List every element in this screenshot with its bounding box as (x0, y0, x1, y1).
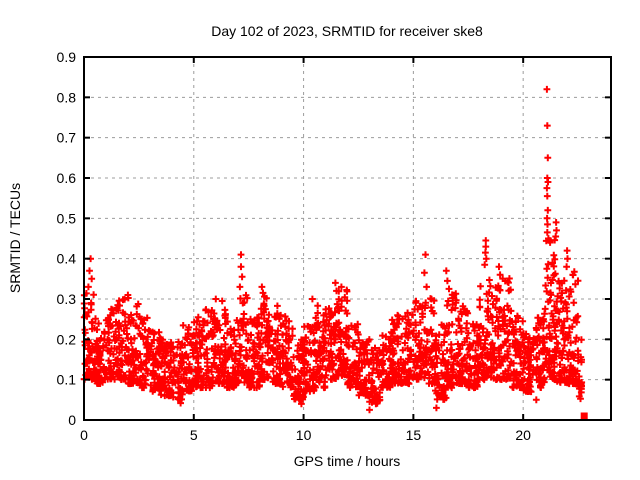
last-sample-marker (580, 412, 588, 420)
y-tick-label: 0.8 (57, 89, 77, 105)
x-axis-label: GPS time / hours (294, 453, 401, 469)
x-tick-label: 15 (406, 427, 422, 443)
y-tick-label: 0.6 (57, 170, 77, 186)
x-tick-label: 0 (80, 427, 88, 443)
y-tick-label: 0.5 (57, 210, 77, 226)
plot-border (83, 56, 612, 421)
y-axis-label: SRMTID / TECUs (7, 183, 23, 293)
scatter-points (80, 85, 586, 414)
y-tick-label: 0.7 (57, 130, 77, 146)
y-tick-label: 0.3 (57, 291, 77, 307)
y-tick-label: 0.2 (57, 331, 77, 347)
axis-ticks (83, 56, 611, 421)
x-tick-label: 5 (190, 427, 198, 443)
x-tick-label: 10 (296, 427, 312, 443)
y-tick-label: 0 (68, 412, 76, 428)
data-points (80, 85, 588, 420)
x-tick-label: 20 (515, 427, 531, 443)
y-tick-label: 0.9 (57, 49, 77, 65)
tick-labels: 0 5 10 15 20 0 0.1 0.2 0.3 0.4 0.5 0.6 0.7 0.8 0.9 (57, 49, 532, 443)
y-tick-label: 0.1 (57, 372, 77, 388)
chart-title: Day 102 of 2023, SRMTID for receiver ske… (211, 23, 483, 39)
y-tick-label: 0.4 (57, 251, 77, 267)
